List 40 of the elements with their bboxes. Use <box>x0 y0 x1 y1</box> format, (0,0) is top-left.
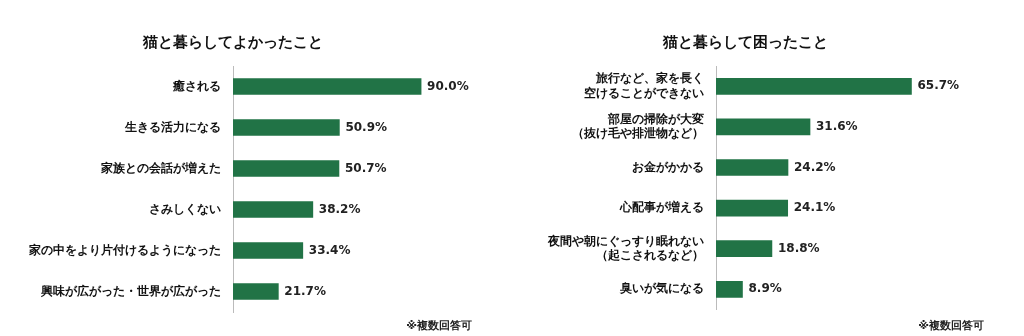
y-tick-label: 夜間や朝にぐっすり眠れない（起こされるなど） <box>547 233 704 263</box>
data-label: 24.1% <box>793 200 836 215</box>
y-tick-label: 癒される <box>172 78 221 93</box>
data-label: 24.2% <box>793 159 836 174</box>
text: ※複数回答可 <box>406 318 472 332</box>
y-tick-label: 興味が広がった・世界が広がった <box>40 283 221 298</box>
data-label: 50.7% <box>344 160 387 175</box>
data-label: 33.4% <box>308 242 351 257</box>
chart-title: 猫と暮らしてよかったこと <box>142 32 323 51</box>
y-tick-label: 生きる活力になる <box>124 119 221 134</box>
bar <box>716 118 811 136</box>
data-label: 38.2% <box>318 201 361 216</box>
y-tick-label: 心配事が増える <box>619 200 704 215</box>
data-label: 31.6% <box>816 119 858 134</box>
chart-title: 猫と暮らして困ったこと <box>661 32 828 51</box>
data-label: 65.7% <box>917 78 960 93</box>
bar <box>716 199 789 217</box>
bar <box>233 160 340 177</box>
data-label: 21.7% <box>284 283 326 298</box>
bar <box>233 201 314 218</box>
y-tick-label: 家の中をより片付けるようになった <box>28 242 221 257</box>
text: ※複数回答可 <box>918 318 984 332</box>
bar <box>716 159 789 176</box>
data-label: 8.9% <box>748 281 782 296</box>
bar <box>233 283 279 300</box>
data-label: 50.9% <box>345 119 388 134</box>
bar <box>233 119 340 136</box>
data-label: 18.8% <box>777 240 820 255</box>
y-tick-label: 家族との会話が増えた <box>100 160 221 175</box>
data-label: 90.0% <box>427 78 469 93</box>
y-tick-label: 部屋の掃除が大変（抜け毛や排泄物など） <box>572 111 704 141</box>
bar <box>716 280 743 298</box>
bar <box>716 240 773 258</box>
y-tick-label: お金がかかる <box>632 159 704 174</box>
y-tick-label: 旅行など、家を長く空けることができない <box>584 71 704 100</box>
y-tick-label: 臭いが気になる <box>619 281 704 296</box>
bar <box>716 77 912 95</box>
y-tick-label: さみしくない <box>149 201 221 216</box>
bar <box>233 78 422 95</box>
bar <box>233 242 304 259</box>
